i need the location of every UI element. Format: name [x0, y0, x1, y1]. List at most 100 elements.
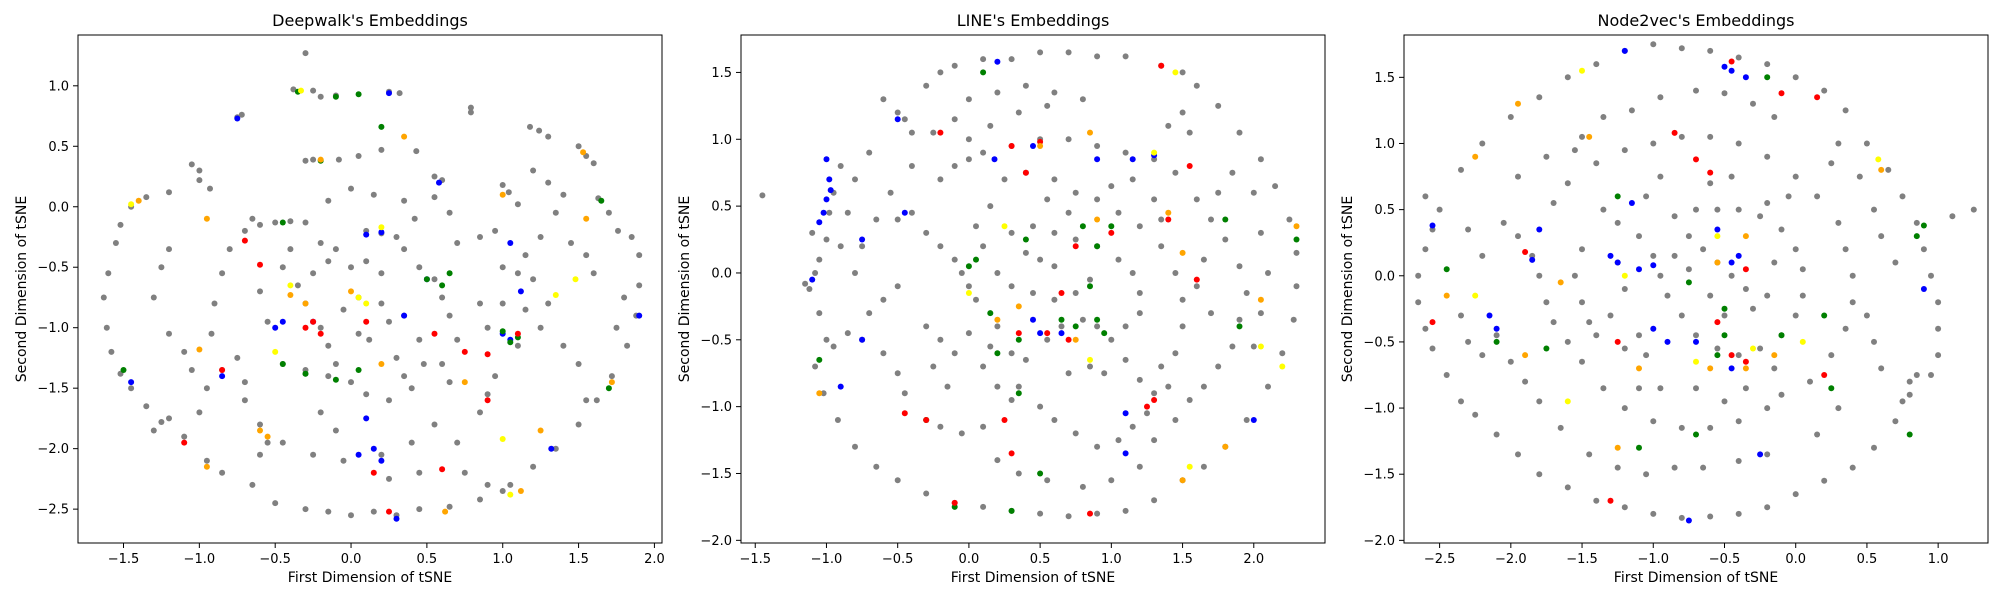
point-gray-134: [454, 439, 461, 446]
point-green-6: [423, 276, 430, 283]
point-blue-20: [1757, 451, 1764, 458]
point-green-15: [1236, 323, 1243, 330]
point-gray-78: [1058, 323, 1065, 330]
point-yellow-5: [1257, 343, 1264, 350]
point-gray-63: [552, 445, 559, 452]
point-blue-9: [1650, 262, 1657, 269]
point-red-2: [1671, 129, 1678, 136]
point-gray-95: [1693, 332, 1699, 339]
point-blue-6: [272, 324, 279, 331]
point-gray-150: [1051, 417, 1058, 423]
point-yellow-7: [1799, 338, 1806, 345]
point-gray-158: [1700, 464, 1707, 471]
point-gray-204: [1151, 196, 1158, 203]
point-gray-161: [401, 197, 408, 204]
point-gray-18: [1735, 510, 1742, 517]
point-gray-124: [1465, 338, 1472, 345]
point-gray-16: [1678, 514, 1685, 521]
point-gray-79: [416, 264, 423, 271]
point-gray-64: [1650, 418, 1657, 425]
point-green-2: [1108, 223, 1115, 230]
point-gray-49: [203, 457, 210, 464]
point-gray-144: [1465, 226, 1472, 233]
point-gray-102: [1236, 316, 1243, 323]
point-red-18: [1001, 417, 1008, 423]
point-orange-17: [517, 488, 524, 494]
point-gray-40: [105, 270, 112, 277]
point-gray-146: [1579, 246, 1585, 253]
point-gray-157: [1015, 470, 1022, 477]
point-orange-13: [1771, 352, 1778, 359]
point-gray-185: [1208, 310, 1214, 317]
point-blue-21: [859, 336, 866, 343]
point-gray-128: [1657, 385, 1664, 392]
point-gray-75: [1008, 350, 1015, 357]
point-green-8: [1015, 336, 1022, 343]
point-gray-155: [1144, 410, 1150, 417]
y-tick-label: 0.5: [1374, 203, 1395, 218]
point-blue-3: [1742, 74, 1749, 81]
point-gray-168: [188, 367, 195, 373]
point-gray-174: [264, 439, 271, 446]
point-gray-85: [1593, 160, 1600, 167]
point-blue-13: [1094, 156, 1101, 163]
point-gray-165: [1522, 378, 1529, 385]
point-gray-26: [1236, 129, 1243, 136]
point-gray-57: [1536, 272, 1543, 279]
point-gray-103: [1792, 246, 1799, 253]
point-gray-103: [1229, 343, 1236, 350]
point-red-6: [1165, 216, 1172, 223]
point-green-23: [1072, 323, 1079, 330]
point-gray-40: [1122, 507, 1129, 514]
point-gray-2: [806, 286, 813, 292]
point-gray-15: [951, 62, 958, 69]
point-green-3: [1721, 305, 1728, 312]
point-red-15: [386, 508, 392, 515]
y-tick-label: −0.5: [700, 333, 732, 348]
point-orange-11: [1179, 477, 1186, 484]
point-red-0: [937, 129, 944, 136]
point-gray-98: [1757, 345, 1764, 352]
point-gray-59: [446, 503, 453, 510]
point-red-2: [317, 330, 324, 337]
point-gray-107: [1030, 223, 1036, 230]
data-points: [759, 49, 1300, 520]
point-gray-148: [1158, 363, 1165, 370]
point-green-7: [439, 282, 446, 289]
point-gray-0: [302, 50, 309, 57]
point-gray-60: [1564, 338, 1571, 345]
point-green-7: [1821, 312, 1828, 319]
point-gray-20: [1792, 491, 1799, 498]
point-gray-114: [1136, 310, 1143, 317]
point-gray-3: [1415, 299, 1422, 306]
point-red-10: [484, 397, 491, 404]
point-gray-90: [241, 397, 248, 404]
point-green-9: [994, 350, 1001, 357]
x-axis-label: First Dimension of tSNE: [288, 570, 452, 586]
point-gray-29: [605, 209, 612, 216]
point-red-16: [901, 410, 908, 417]
point-gray-147: [1571, 272, 1578, 279]
x-tick-label: 0.0: [959, 552, 980, 567]
point-red-20: [1193, 276, 1200, 283]
point-red-5: [1186, 163, 1193, 169]
point-gray-173: [965, 96, 972, 103]
point-blue-0: [823, 156, 830, 163]
point-gray-190: [1265, 270, 1271, 276]
point-gray-12: [536, 127, 543, 134]
point-green-12: [1087, 283, 1093, 290]
point-gray-71: [628, 234, 635, 240]
point-gray-59: [1550, 319, 1557, 326]
point-gray-136: [484, 481, 491, 488]
point-red-8: [1742, 358, 1749, 365]
point-red-7: [461, 348, 468, 355]
y-tick-label: −2.0: [700, 534, 732, 549]
point-gray-48: [1536, 94, 1543, 101]
point-red-17: [923, 417, 930, 423]
point-gray-3: [396, 90, 403, 97]
point-gray-179: [823, 336, 830, 343]
point-yellow-7: [499, 436, 506, 442]
point-gray-162: [411, 215, 418, 222]
point-gray-188: [325, 197, 332, 204]
point-red-11: [1065, 336, 1072, 343]
